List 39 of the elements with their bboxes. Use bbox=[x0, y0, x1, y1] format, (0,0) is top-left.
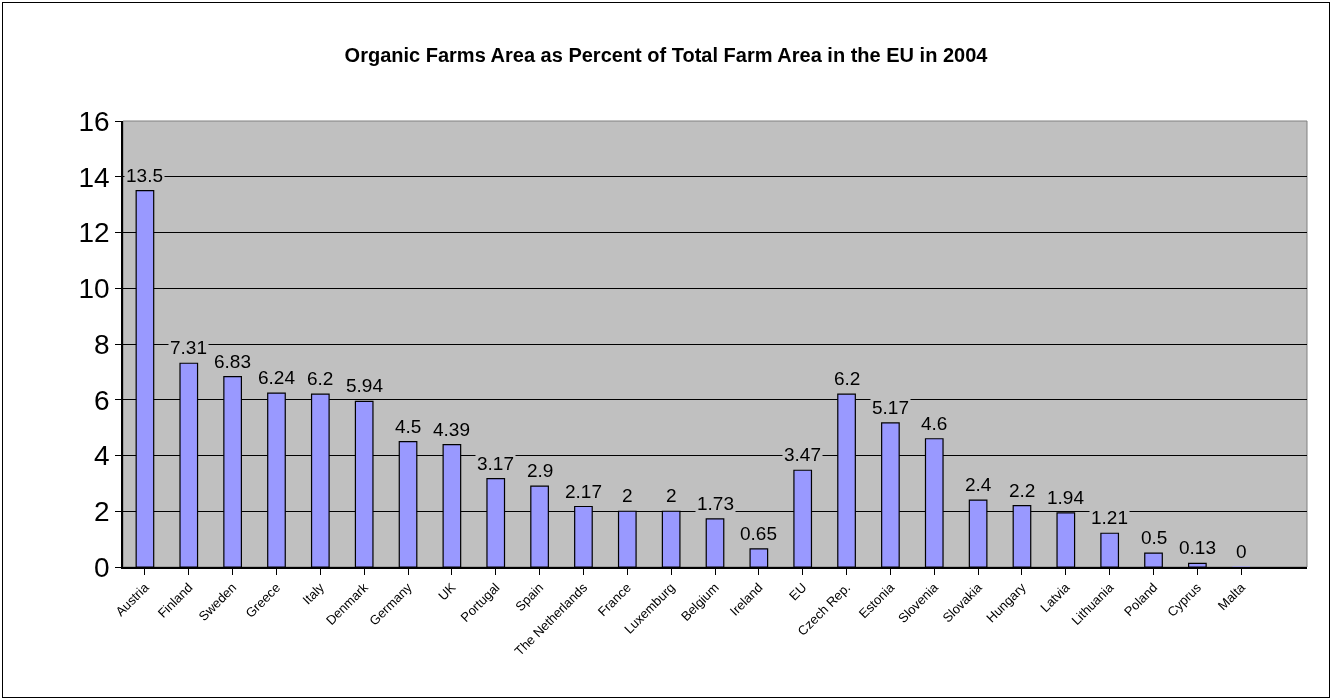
data-label: 0 bbox=[1236, 541, 1247, 562]
y-tick-label: 6 bbox=[94, 384, 110, 416]
data-label: 5.17 bbox=[872, 397, 909, 418]
y-tick-label: 14 bbox=[78, 161, 110, 193]
y-tick-label: 10 bbox=[78, 273, 110, 305]
data-label: 6.2 bbox=[307, 368, 334, 389]
data-label: 2 bbox=[666, 485, 677, 506]
y-tick-label: 16 bbox=[78, 105, 110, 137]
data-label: 1.73 bbox=[697, 493, 734, 514]
data-label: 3.47 bbox=[784, 444, 821, 465]
x-tick-label: UK bbox=[435, 579, 459, 604]
data-label: 4.39 bbox=[433, 419, 470, 440]
y-tick-label: 8 bbox=[94, 328, 110, 360]
data-label: 0.13 bbox=[1179, 537, 1216, 558]
y-tick-label: 4 bbox=[94, 440, 110, 472]
data-label: 4.5 bbox=[395, 416, 422, 437]
data-label: 2.2 bbox=[1009, 480, 1036, 501]
data-label: 4.6 bbox=[921, 413, 948, 434]
data-label: 1.94 bbox=[1047, 487, 1085, 508]
y-tick-label: 0 bbox=[94, 551, 110, 583]
data-label: 2.17 bbox=[565, 481, 602, 502]
data-label: 7.31 bbox=[170, 337, 207, 358]
data-label: 2 bbox=[622, 485, 633, 506]
y-tick-label: 12 bbox=[78, 217, 110, 249]
data-label: 0.5 bbox=[1141, 527, 1168, 548]
data-label: 3.17 bbox=[477, 453, 514, 474]
data-label: 6.2 bbox=[834, 368, 861, 389]
y-tick-label: 2 bbox=[94, 496, 110, 528]
data-label: 1.21 bbox=[1091, 507, 1128, 528]
data-label: 2.4 bbox=[965, 474, 992, 495]
data-label: 0.65 bbox=[740, 523, 777, 544]
x-tick-label: EU bbox=[786, 579, 810, 604]
data-label: 5.94 bbox=[346, 375, 384, 396]
chart-title: Organic Farms Area as Percent of Total Farm Area in the EU in 2004 bbox=[344, 44, 989, 67]
data-label: 13.5 bbox=[126, 165, 163, 186]
data-label: 6.83 bbox=[214, 351, 251, 372]
data-label: 6.24 bbox=[258, 367, 296, 388]
x-tick-label: Italy bbox=[299, 579, 328, 608]
data-label: 2.9 bbox=[527, 460, 554, 481]
